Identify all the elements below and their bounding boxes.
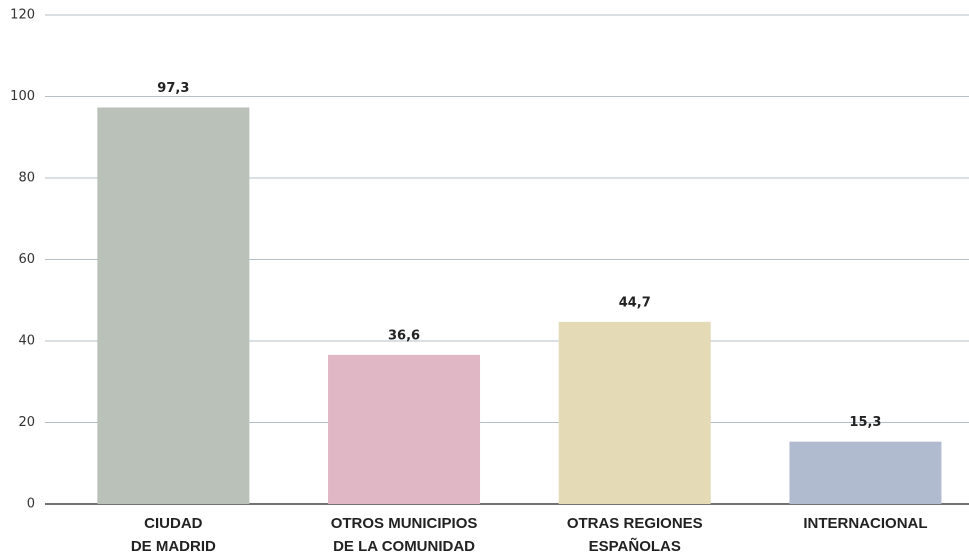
y-tick-label: 120 bbox=[10, 8, 35, 23]
bar bbox=[789, 441, 942, 504]
y-tick-label: 80 bbox=[18, 171, 35, 186]
value-label: 97,3 bbox=[157, 81, 189, 96]
x-tick-label: DE MADRID bbox=[131, 538, 216, 554]
bar bbox=[328, 354, 481, 504]
x-tick-label: INTERNACIONAL bbox=[803, 515, 927, 532]
value-label: 36,6 bbox=[388, 328, 420, 343]
y-tick-label: 20 bbox=[18, 415, 35, 430]
bar bbox=[558, 321, 711, 504]
x-tick-label: OTROS MUNICIPIOS bbox=[331, 515, 478, 532]
value-label: 15,3 bbox=[849, 415, 881, 430]
value-label: 44,7 bbox=[619, 295, 651, 310]
y-tick-label: 60 bbox=[18, 252, 35, 267]
x-tick-label: OTRAS REGIONES bbox=[567, 515, 703, 532]
x-tick-label: CIUDAD bbox=[144, 515, 202, 532]
y-tick-label: 0 bbox=[27, 497, 35, 512]
y-tick-label: 100 bbox=[10, 89, 35, 104]
x-tick-label: ESPAÑOLAS bbox=[589, 537, 681, 554]
y-tick-label: 40 bbox=[18, 334, 35, 349]
bar bbox=[97, 107, 250, 504]
x-tick-label: DE LA COMUNIDAD bbox=[333, 538, 475, 554]
